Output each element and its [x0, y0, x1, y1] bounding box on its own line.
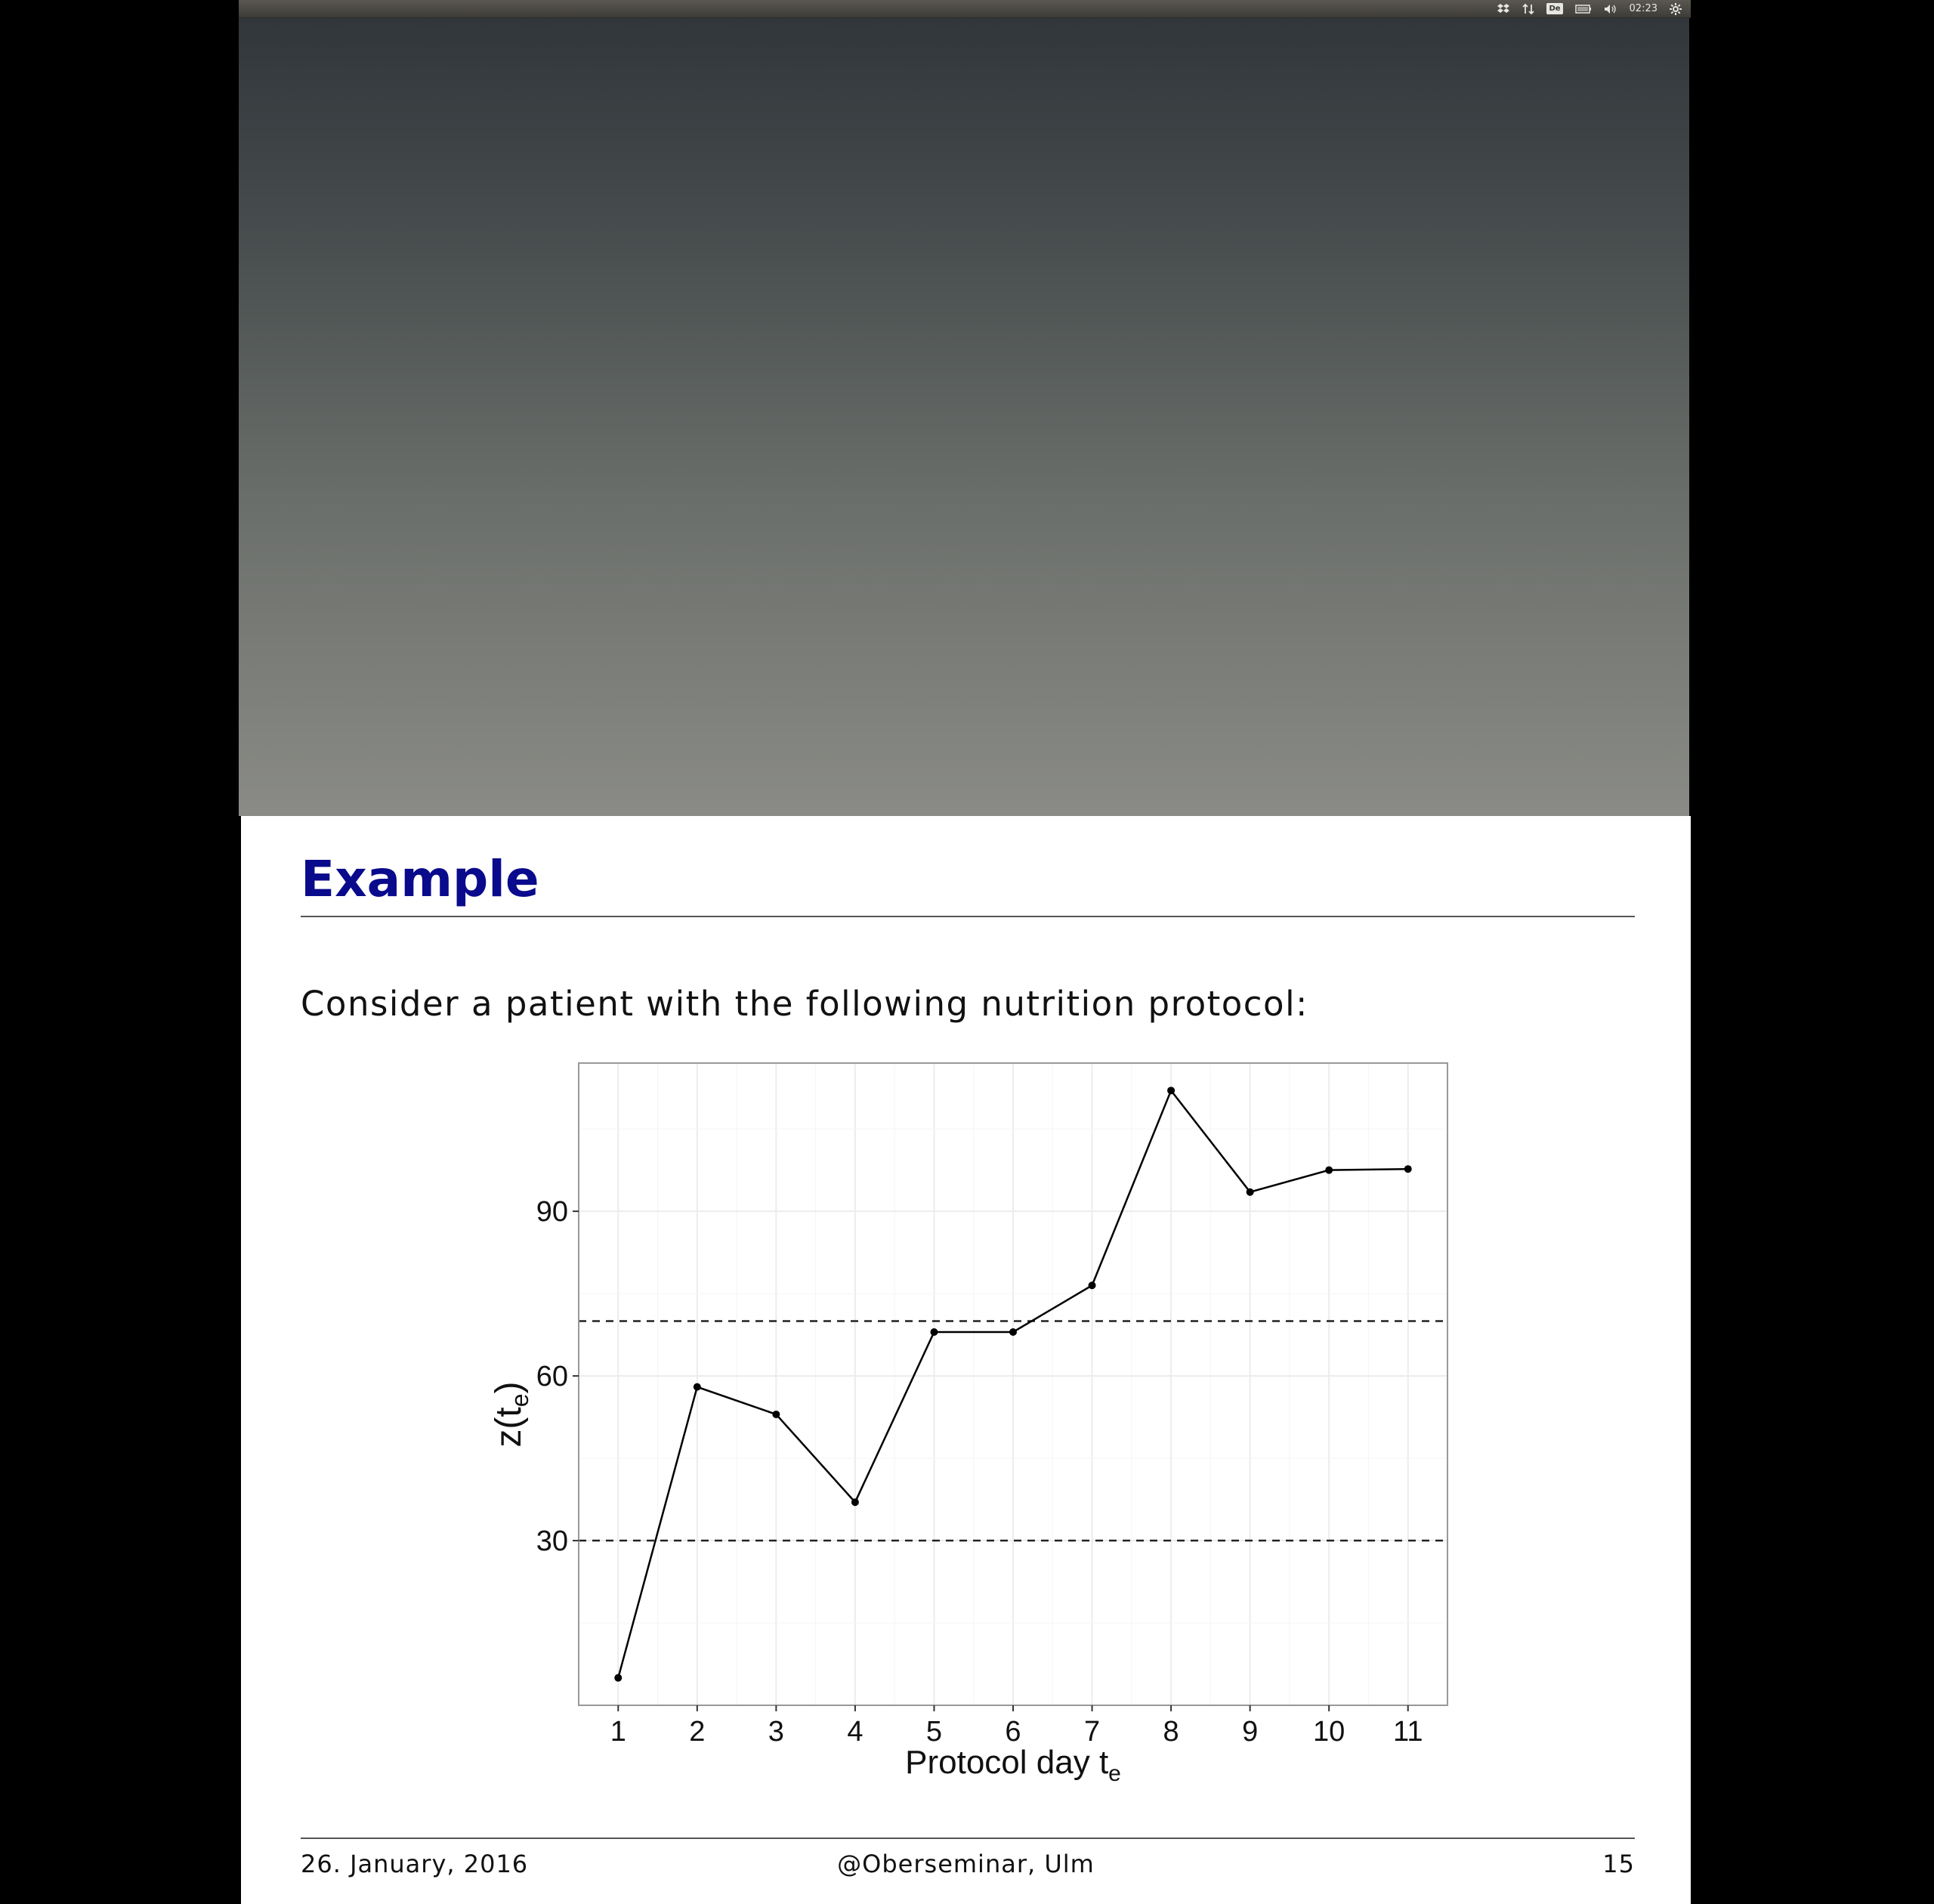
- x-tick-label: 2: [689, 1716, 705, 1748]
- x-axis-label: Protocol day te: [905, 1744, 1121, 1786]
- dropbox-icon[interactable]: [1497, 2, 1510, 16]
- chart-series: [614, 1086, 1412, 1682]
- y-tick-label: 30: [536, 1525, 568, 1557]
- slide-body-text: Consider a patient with the following nu…: [301, 984, 1308, 1024]
- slide-title: Example: [301, 850, 539, 908]
- settings-gear-icon[interactable]: [1670, 2, 1682, 16]
- footer-divider: [301, 1838, 1635, 1839]
- x-tick-label: 3: [768, 1716, 784, 1748]
- data-point: [1325, 1166, 1333, 1174]
- volume-icon[interactable]: [1604, 2, 1617, 16]
- x-tick-label: 11: [1393, 1716, 1423, 1748]
- y-tick-label: 60: [536, 1361, 568, 1392]
- nutrition-protocol-chart: 1 2 3 4 5 6 7 8 9 10 11 30 60 90 Protocol day te z(te): [489, 1062, 1448, 1786]
- data-point: [614, 1674, 623, 1682]
- data-point: [851, 1498, 859, 1507]
- data-point: [772, 1410, 780, 1418]
- desktop-background: [239, 18, 1689, 816]
- clock[interactable]: 02:23: [1629, 3, 1657, 14]
- presentation-slide: Example Consider a patient with the foll…: [241, 816, 1691, 1904]
- data-point: [1167, 1086, 1176, 1095]
- footer-event: @Oberseminar, Ulm: [837, 1850, 1095, 1878]
- data-point: [1246, 1188, 1254, 1196]
- y-axis-label: z(te): [489, 1381, 533, 1447]
- top-panel: De 02:23: [239, 0, 1691, 18]
- data-point: [1088, 1281, 1096, 1290]
- x-tick-label: 9: [1242, 1716, 1258, 1748]
- title-divider: [301, 916, 1635, 917]
- screen: De 02:23 Example Consider a patient with…: [239, 0, 1691, 1904]
- x-tick-label: 10: [1313, 1716, 1345, 1748]
- chart-grid: [579, 1063, 1447, 1705]
- data-point: [1404, 1165, 1412, 1173]
- data-point: [1009, 1328, 1017, 1336]
- x-tick-label: 7: [1084, 1716, 1100, 1748]
- x-tick-label: 1: [610, 1716, 626, 1748]
- x-tick-label: 4: [847, 1716, 863, 1748]
- network-icon[interactable]: [1522, 2, 1535, 16]
- footer-page-number: 15: [1602, 1850, 1635, 1878]
- data-point: [930, 1328, 938, 1336]
- chart-axes: 1 2 3 4 5 6 7 8 9 10 11 30 60 90 Protocol day te z(te): [489, 1196, 1423, 1786]
- footer-date: 26. January, 2016: [301, 1850, 529, 1878]
- x-tick-label: 8: [1163, 1716, 1179, 1748]
- battery-icon[interactable]: [1574, 2, 1592, 16]
- chart-reference-lines: [579, 1320, 1447, 1542]
- keyboard-layout-icon[interactable]: De: [1546, 2, 1563, 16]
- x-tick-label: 6: [1005, 1716, 1021, 1748]
- data-point: [693, 1383, 701, 1391]
- y-tick-label: 90: [536, 1196, 568, 1228]
- x-tick-label: 5: [926, 1716, 942, 1748]
- keyboard-layout-label: De: [1546, 3, 1563, 14]
